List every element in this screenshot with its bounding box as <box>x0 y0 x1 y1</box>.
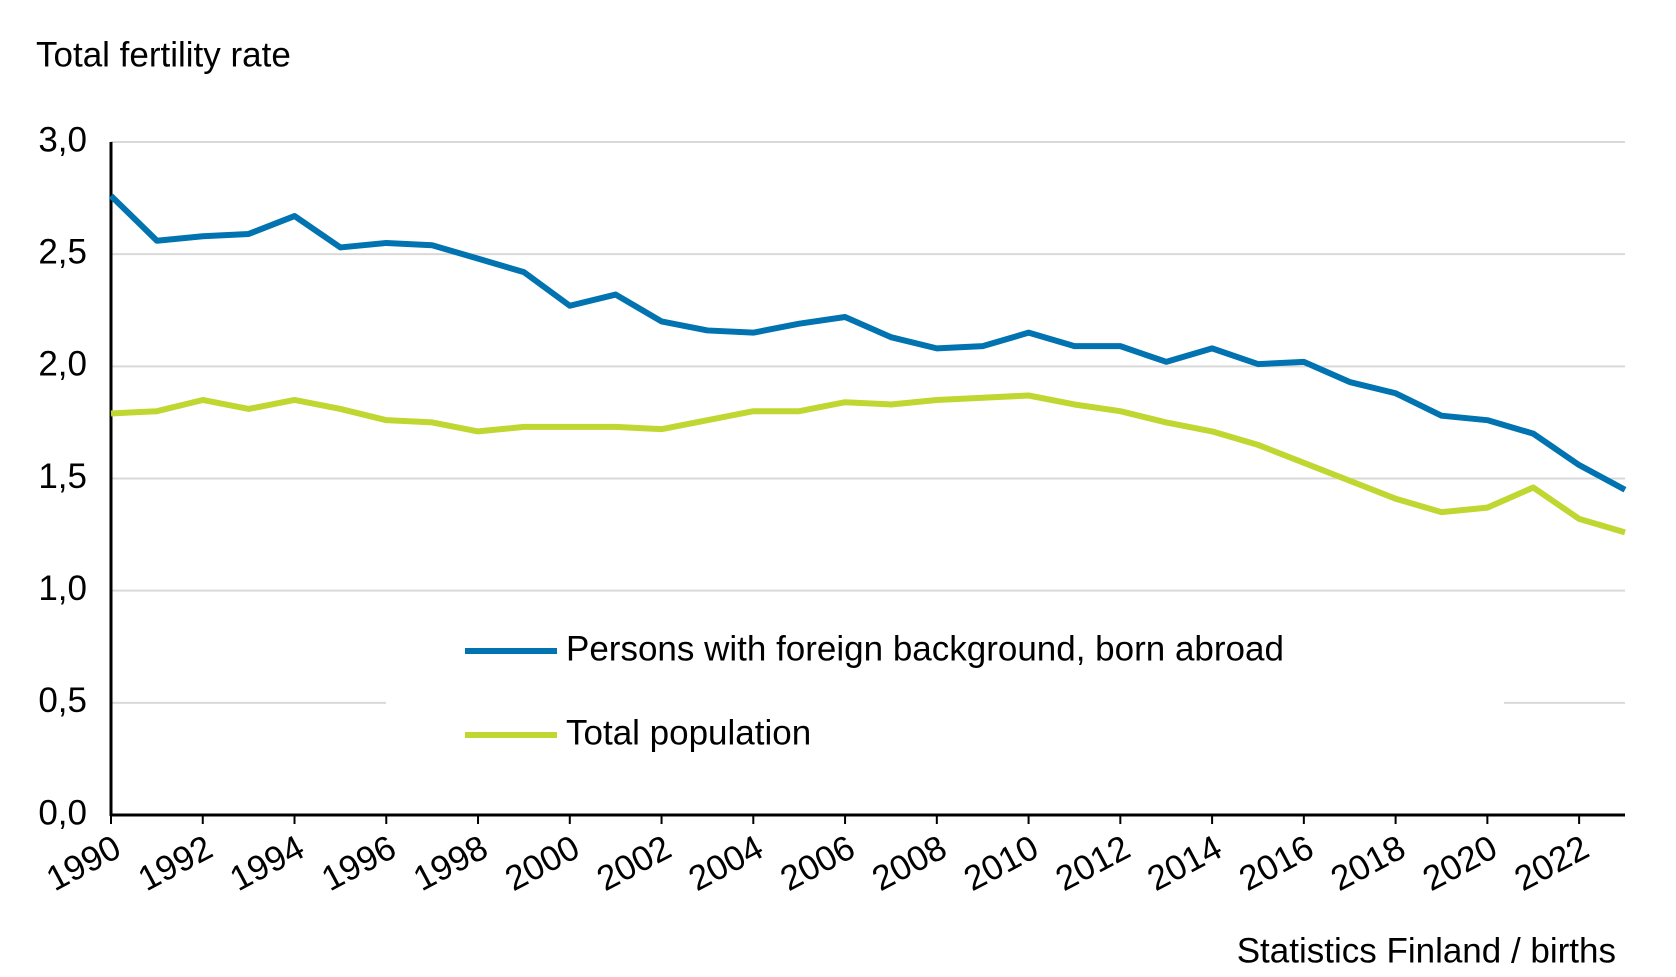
x-tick-label: 2006 <box>774 828 861 899</box>
series-line <box>108 193 1627 493</box>
x-tick-label: 2016 <box>1233 828 1320 899</box>
x-tick-label: 1990 <box>40 828 127 899</box>
legend-label: Total population <box>566 713 811 752</box>
x-tick-label: 2022 <box>1508 828 1595 899</box>
source: Statistics Finland / births <box>1237 931 1616 970</box>
x-tick-label: 2008 <box>866 828 953 899</box>
x-tick-label: 1998 <box>407 828 494 899</box>
y-tick-label: 0,0 <box>38 793 87 832</box>
x-tick-label: 2018 <box>1325 828 1412 899</box>
x-tick-label: 2002 <box>591 828 678 899</box>
y-tick-label: 1,5 <box>38 457 87 496</box>
y-tick-label: 0,5 <box>38 681 87 720</box>
series-line <box>110 392 1626 536</box>
legend-label: Persons with foreign background, born ab… <box>566 629 1284 668</box>
y-tick-label: 1,0 <box>38 569 87 608</box>
x-tick-label: 2004 <box>682 828 769 899</box>
x-tick-label: 1994 <box>224 828 311 899</box>
y-tick-label: 2,5 <box>38 232 87 271</box>
x-tick-label: 2020 <box>1416 828 1503 899</box>
x-tick-label: 2010 <box>958 828 1045 899</box>
x-tick-label: 2000 <box>499 828 586 899</box>
x-tick-label: 2012 <box>1049 828 1136 899</box>
x-tick-label: 1992 <box>132 828 219 899</box>
y-tick-label: 3,0 <box>38 120 87 159</box>
x-tick-label: 2014 <box>1141 828 1228 899</box>
legend-background <box>386 610 1504 770</box>
x-tick-label: 1996 <box>315 828 402 899</box>
y-axis-title: Total fertility rate <box>36 35 291 74</box>
y-tick-label: 2,0 <box>38 345 87 384</box>
